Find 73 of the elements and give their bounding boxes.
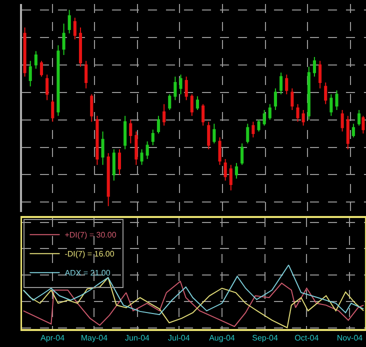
candlestick xyxy=(212,123,216,144)
candlestick xyxy=(307,66,310,120)
candlestick xyxy=(274,88,277,110)
candlestick xyxy=(352,123,355,138)
candlestick xyxy=(224,158,227,182)
x-tick-label: Jun-04 xyxy=(125,334,150,343)
candlestick xyxy=(312,56,316,78)
candlestick xyxy=(23,27,26,78)
x-tick-label: Aug-04 xyxy=(209,334,236,343)
candlestick xyxy=(96,115,99,166)
candlestick xyxy=(285,74,288,95)
legend-label: -DI(7) = 16.00 xyxy=(64,250,115,259)
candlestick xyxy=(124,115,127,150)
candlestick xyxy=(290,88,294,110)
candlestick xyxy=(246,123,250,144)
candlestick xyxy=(118,148,122,176)
candlestick xyxy=(358,109,361,126)
legend-label: ADX = 21.00 xyxy=(64,268,111,278)
candlestick xyxy=(179,74,182,95)
candlestick xyxy=(129,119,132,144)
x-tick-label: Sep-04 xyxy=(252,334,278,343)
legend-label: +DI(7) = 30.00 xyxy=(64,230,117,240)
candlestick xyxy=(296,104,300,122)
candlestick xyxy=(302,109,305,126)
x-tick-label: May-04 xyxy=(80,334,108,343)
x-tick-label: Apr-04 xyxy=(40,334,66,343)
candlestick xyxy=(252,121,255,138)
candlestick xyxy=(330,94,333,116)
candlestick xyxy=(90,94,94,122)
candlestick xyxy=(207,121,210,150)
candlestick xyxy=(46,74,49,101)
x-tick-label: Jul-04 xyxy=(168,334,190,343)
candlestick xyxy=(146,140,149,160)
candlestick xyxy=(268,104,272,120)
candlestick xyxy=(324,82,328,105)
candlestick xyxy=(68,9,71,34)
candlestick xyxy=(34,50,38,70)
candlestick xyxy=(140,148,144,166)
candlestick xyxy=(262,109,266,126)
x-tick-label: Oct-04 xyxy=(294,334,320,343)
candlestick xyxy=(106,152,110,207)
candlestick xyxy=(318,60,322,89)
candlestick xyxy=(280,72,283,95)
candlestick xyxy=(51,100,54,122)
candlestick xyxy=(218,136,222,166)
candlestick xyxy=(101,131,104,166)
candlestick xyxy=(240,142,244,166)
candlestick xyxy=(174,76,177,101)
candlestick xyxy=(40,60,44,78)
x-tick-label: Nov-04 xyxy=(336,334,364,343)
candlestick xyxy=(362,115,365,134)
candlestick xyxy=(156,115,160,134)
candlestick xyxy=(346,115,350,150)
candlestick xyxy=(335,90,338,110)
candlestick xyxy=(134,131,138,166)
candlestick xyxy=(229,164,232,191)
candlestick xyxy=(196,96,200,110)
candlestick xyxy=(84,60,88,89)
candlestick xyxy=(78,27,82,68)
candlestick xyxy=(184,76,188,101)
candlestick xyxy=(73,17,76,40)
candlestick xyxy=(151,129,154,146)
candlestick xyxy=(234,162,238,180)
candlestick xyxy=(62,23,66,56)
candlestick xyxy=(28,60,32,87)
candlestick xyxy=(340,109,344,132)
candlestick xyxy=(168,94,172,110)
candlestick xyxy=(162,104,166,126)
candlestick xyxy=(257,119,260,132)
candlestick xyxy=(202,104,205,126)
candlestick xyxy=(112,148,116,182)
candlestick xyxy=(190,94,194,116)
candlestick xyxy=(56,44,60,116)
